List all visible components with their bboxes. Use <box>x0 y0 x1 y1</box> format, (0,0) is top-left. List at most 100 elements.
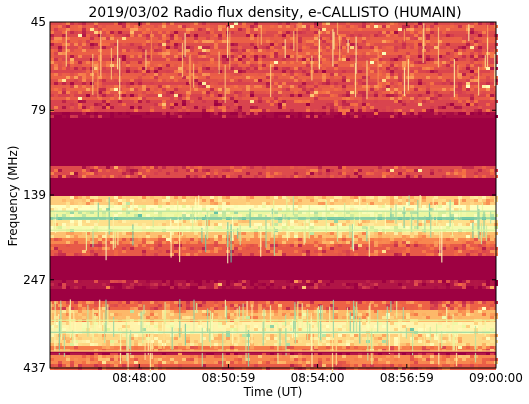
heatmap-cell <box>378 199 382 202</box>
heatmap-cell <box>426 34 430 37</box>
heatmap-cell <box>314 109 318 112</box>
heatmap-cell <box>66 244 70 247</box>
heatmap-cell <box>114 355 118 358</box>
heatmap-cell <box>374 100 378 103</box>
heatmap-cell <box>442 106 446 109</box>
heatmap-cell <box>454 202 458 205</box>
heatmap-cell <box>430 334 434 337</box>
heatmap-cell <box>234 223 238 226</box>
heatmap-cell <box>202 40 206 43</box>
burst-streak <box>292 196 294 216</box>
heatmap-cell <box>238 88 242 91</box>
heatmap-cell <box>366 196 370 199</box>
heatmap-cell <box>346 286 350 289</box>
heatmap-cell <box>462 355 466 358</box>
heatmap-cell <box>390 220 394 223</box>
heatmap-cell <box>362 238 366 241</box>
heatmap-cell <box>414 46 418 49</box>
burst-streak <box>296 23 298 63</box>
heatmap-cell <box>278 82 282 85</box>
heatmap-cell <box>318 364 322 367</box>
heatmap-cell <box>134 79 138 82</box>
heatmap-cell <box>146 100 150 103</box>
heatmap-cell <box>186 67 190 70</box>
heatmap-cell <box>430 31 434 34</box>
heatmap-cell <box>178 94 182 97</box>
burst-streak <box>208 328 211 342</box>
heatmap-cell <box>486 253 490 256</box>
heatmap-cell <box>250 100 254 103</box>
heatmap-cell <box>234 205 238 208</box>
heatmap-cell <box>114 352 118 355</box>
heatmap-cell <box>386 94 390 97</box>
heatmap-cell <box>278 208 282 211</box>
heatmap-cell <box>178 106 182 109</box>
heatmap-cell <box>186 208 190 211</box>
heatmap-cell <box>334 214 338 217</box>
heatmap-cell <box>418 88 422 91</box>
heatmap-cell <box>286 31 290 34</box>
heatmap-cell <box>234 85 238 88</box>
burst-streak <box>291 319 294 339</box>
heatmap-cell <box>162 223 166 226</box>
heatmap-cell <box>218 196 222 199</box>
heatmap-cell <box>90 325 94 328</box>
heatmap-cell <box>262 79 266 82</box>
heatmap-cell <box>366 37 370 40</box>
heatmap-cell <box>286 346 290 349</box>
heatmap-cell <box>162 37 166 40</box>
heatmap-cell <box>274 310 278 313</box>
heatmap-cell <box>222 169 226 172</box>
heatmap-cell <box>162 355 166 358</box>
heatmap-cell <box>270 40 274 43</box>
heatmap-cell <box>130 355 134 358</box>
heatmap-cell <box>330 232 334 235</box>
burst-streak <box>285 328 287 356</box>
heatmap-cell <box>202 109 206 112</box>
heatmap-cell <box>366 43 370 46</box>
heatmap-cell <box>246 238 250 241</box>
heatmap-cell <box>94 166 98 169</box>
heatmap-cell <box>142 337 146 340</box>
heatmap-cell <box>58 100 62 103</box>
heatmap-cell <box>426 82 430 85</box>
heatmap-cell <box>270 346 274 349</box>
heatmap-cell <box>306 280 310 283</box>
heatmap-cell <box>454 88 458 91</box>
heatmap-cell <box>330 208 334 211</box>
heatmap-cell <box>154 247 158 250</box>
heatmap-cell <box>206 346 210 349</box>
heatmap-cell <box>406 328 410 331</box>
heatmap-cell <box>218 70 222 73</box>
burst-streak <box>68 305 70 330</box>
heatmap-cell <box>242 76 246 79</box>
heatmap-cell <box>246 28 250 31</box>
heatmap-cell <box>410 232 414 235</box>
heatmap-cell <box>226 196 230 199</box>
heatmap-cell <box>102 205 106 208</box>
heatmap-cell <box>250 64 254 67</box>
heatmap-cell <box>98 49 102 52</box>
heatmap-cell <box>134 28 138 31</box>
heatmap-cell <box>142 67 146 70</box>
heatmap-cell <box>318 115 322 118</box>
burst-streak <box>349 224 351 238</box>
heatmap-cell <box>314 97 318 100</box>
heatmap-cell <box>90 202 94 205</box>
heatmap-cell <box>78 175 82 178</box>
heatmap-cell <box>466 112 470 115</box>
heatmap-cell <box>302 43 306 46</box>
heatmap-cell <box>234 52 238 55</box>
heatmap-cell <box>426 358 430 361</box>
heatmap-cell <box>318 202 322 205</box>
heatmap-cell <box>194 235 198 238</box>
heatmap-cell <box>418 55 422 58</box>
heatmap-cell <box>466 346 470 349</box>
heatmap-cell <box>70 55 74 58</box>
heatmap-cell <box>154 46 158 49</box>
heatmap-cell <box>370 172 374 175</box>
burst-streak <box>405 327 407 339</box>
heatmap-cell <box>446 46 450 49</box>
heatmap-cell <box>258 49 262 52</box>
heatmap-cell <box>58 46 62 49</box>
